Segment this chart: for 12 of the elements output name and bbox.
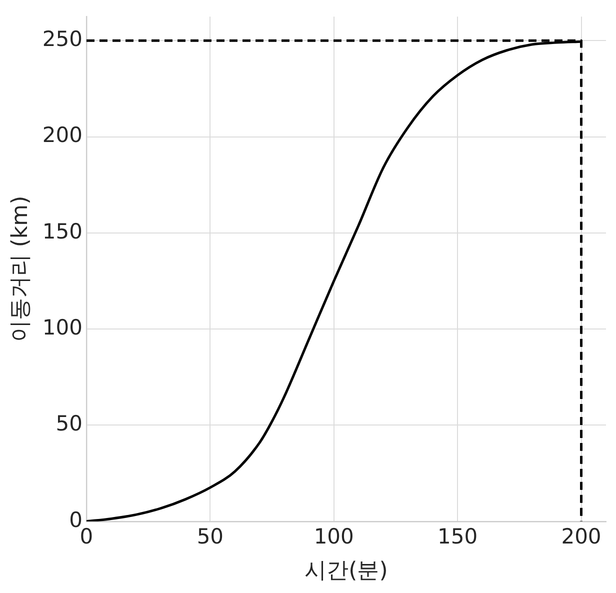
y-tick-label: 200	[42, 123, 82, 148]
y-tick-label: 50	[56, 412, 82, 436]
y-tick-label: 150	[42, 219, 82, 244]
y-axis-title: 이동거리 (km)	[8, 196, 33, 342]
x-tick-label: 50	[196, 524, 224, 548]
x-tick-label: 200	[561, 524, 602, 548]
y-tick-label: 250	[42, 27, 82, 52]
y-tick-label: 100	[42, 316, 82, 340]
x-tick-label: 100	[314, 524, 354, 548]
x-axis-title: 시간(분)	[304, 558, 388, 584]
x-tick-label: 150	[438, 524, 478, 548]
y-tick-label: 0	[69, 508, 82, 532]
